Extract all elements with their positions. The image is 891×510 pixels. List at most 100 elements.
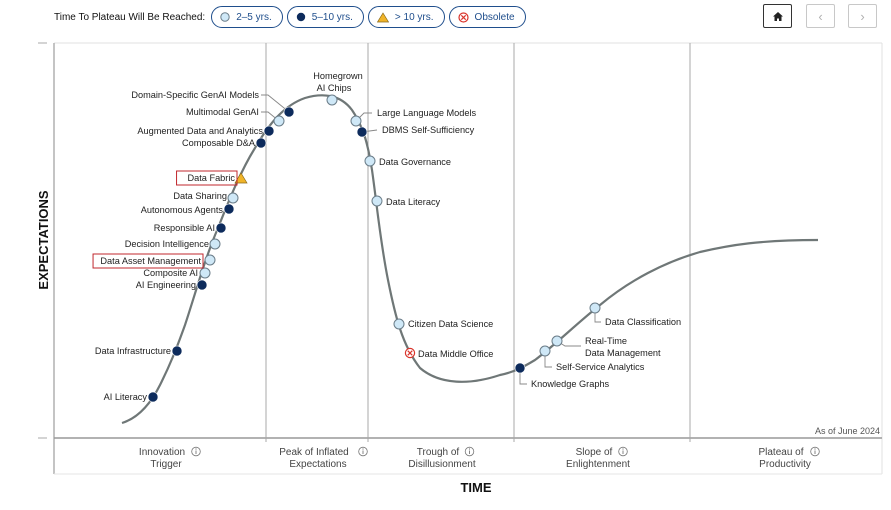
- technology-name: Domain-Specific GenAI Models: [131, 90, 259, 100]
- technology-marker-light[interactable]: [199, 267, 211, 279]
- technology-label[interactable]: Data Literacy: [386, 197, 441, 207]
- technology-marker-dark[interactable]: [255, 137, 267, 149]
- legend-label: Obsolete: [474, 11, 515, 23]
- phase-label-line1: Peak of Inflated: [279, 447, 349, 458]
- leader-line: [261, 94, 290, 113]
- phase-label-line1: Innovation: [139, 447, 185, 458]
- technology-name: Large Language Models: [377, 108, 477, 118]
- technology-name: Data Sharing: [173, 191, 227, 201]
- technology-name: Self-Service Analytics: [556, 362, 645, 372]
- leader-line: [519, 368, 527, 385]
- technology-name: AI Engineering: [136, 280, 196, 290]
- technology-label[interactable]: DBMS Self-Sufficiency: [382, 125, 475, 135]
- technology-label[interactable]: Homegrown AI Chips: [313, 71, 363, 93]
- technology-label[interactable]: Real-Time Data Management: [585, 336, 661, 358]
- technology-label[interactable]: Data Sharing: [173, 191, 227, 201]
- technology-marker-dark[interactable]: [196, 279, 208, 291]
- info-icon[interactable]: [358, 446, 368, 457]
- home-button[interactable]: [763, 4, 792, 28]
- technology-marker-light[interactable]: [551, 335, 563, 347]
- info-icon[interactable]: [810, 446, 820, 457]
- previous-button[interactable]: ‹: [806, 4, 835, 28]
- technology-label[interactable]: Data Fabric: [176, 170, 238, 186]
- technology-name: Knowledge Graphs: [531, 379, 610, 389]
- technology-marker-light[interactable]: [371, 195, 383, 207]
- technology-label[interactable]: Composable D&A: [182, 138, 256, 148]
- technology-marker-dark[interactable]: [283, 106, 295, 118]
- technology-marker-obsolete[interactable]: [404, 347, 416, 359]
- technology-name: Decision Intelligence: [125, 239, 209, 249]
- technology-label[interactable]: Self-Service Analytics: [556, 362, 645, 372]
- info-icon[interactable]: [464, 446, 475, 457]
- technology-marker-light[interactable]: [539, 345, 551, 357]
- x-axis-label: TIME: [460, 480, 491, 495]
- next-button[interactable]: ›: [848, 4, 877, 28]
- dark-circle-icon: [296, 12, 305, 22]
- technology-name: Autonomous Agents: [141, 205, 224, 215]
- technology-label[interactable]: Citizen Data Science: [408, 319, 493, 329]
- technology-label[interactable]: Data Classification: [605, 317, 681, 327]
- phase-label-line2: Trigger: [150, 459, 182, 470]
- legend-filter-over-10-yrs[interactable]: > 10 yrs.: [367, 6, 445, 28]
- technology-name: Composable D&A: [182, 138, 256, 148]
- legend-filter-5-10-yrs[interactable]: 5–10 yrs.: [286, 6, 364, 28]
- light-circle-icon: [220, 12, 230, 22]
- info-icon[interactable]: [618, 446, 628, 457]
- technology-marker-dark[interactable]: [147, 391, 159, 403]
- technology-marker-light[interactable]: [204, 254, 216, 266]
- technology-name: DBMS Self-Sufficiency: [382, 125, 475, 135]
- info-icon[interactable]: [191, 446, 201, 457]
- technology-label[interactable]: Knowledge Graphs: [531, 379, 610, 389]
- technology-name: Data Classification: [605, 317, 681, 327]
- technology-label[interactable]: Composite AI: [143, 268, 198, 278]
- technology-label[interactable]: AI Engineering: [136, 280, 196, 290]
- legend-filter-2-5-yrs[interactable]: 2–5 yrs.: [211, 6, 283, 28]
- technology-marker-dark[interactable]: [356, 126, 368, 138]
- technology-name: Real-Time Data Management: [585, 336, 661, 358]
- technology-label[interactable]: Responsible AI: [154, 223, 215, 233]
- phase-label-line1: Plateau of: [758, 447, 803, 458]
- technology-marker-dark[interactable]: [215, 222, 227, 234]
- technology-name: Data Fabric: [188, 173, 236, 183]
- technology-name: Data Infrastructure: [95, 346, 171, 356]
- technology-name: Responsible AI: [154, 223, 215, 233]
- chevron-left-icon: ‹: [818, 8, 823, 24]
- technology-label[interactable]: Domain-Specific GenAI Models: [131, 90, 259, 100]
- technology-label[interactable]: Data Infrastructure: [95, 346, 171, 356]
- technology-label[interactable]: Augmented Data and Analytics: [137, 126, 263, 136]
- legend-filter-obsolete[interactable]: Obsolete: [448, 6, 526, 28]
- technology-name: Data Literacy: [386, 197, 441, 207]
- technology-name: Homegrown AI Chips: [313, 71, 363, 93]
- highlight-box: [176, 170, 238, 186]
- technology-marker-light[interactable]: [589, 302, 601, 314]
- technology-marker-light[interactable]: [209, 238, 221, 250]
- technology-label[interactable]: Data Asset Management: [92, 253, 204, 269]
- technology-marker-dark[interactable]: [223, 203, 235, 215]
- technology-label[interactable]: Decision Intelligence: [125, 239, 209, 249]
- technology-label[interactable]: Multimodal GenAI: [186, 107, 259, 117]
- legend-title: Time To Plateau Will Be Reached:: [54, 11, 206, 23]
- technology-marker-light[interactable]: [350, 115, 362, 127]
- technology-marker-dark[interactable]: [171, 345, 183, 357]
- technology-marker-dark[interactable]: [263, 125, 275, 137]
- technology-marker-light[interactable]: [364, 155, 376, 167]
- technology-marker-light[interactable]: [273, 115, 285, 127]
- technology-label[interactable]: Large Language Models: [377, 108, 477, 118]
- technology-marker-light[interactable]: [227, 192, 239, 204]
- technology-marker-triangle[interactable]: [234, 172, 248, 184]
- technology-label[interactable]: Data Governance: [379, 157, 451, 167]
- phase-label-line2: Disillusionment: [408, 459, 475, 470]
- technology-label[interactable]: Data Middle Office: [418, 349, 493, 359]
- technology-label[interactable]: Autonomous Agents: [141, 205, 224, 215]
- technology-name: Multimodal GenAI: [186, 107, 259, 117]
- technology-marker-light[interactable]: [326, 94, 338, 106]
- legend-label: > 10 yrs.: [394, 11, 434, 23]
- technology-label[interactable]: AI Literacy: [104, 392, 148, 402]
- technology-marker-dark[interactable]: [514, 362, 526, 374]
- technology-marker-light[interactable]: [393, 318, 405, 330]
